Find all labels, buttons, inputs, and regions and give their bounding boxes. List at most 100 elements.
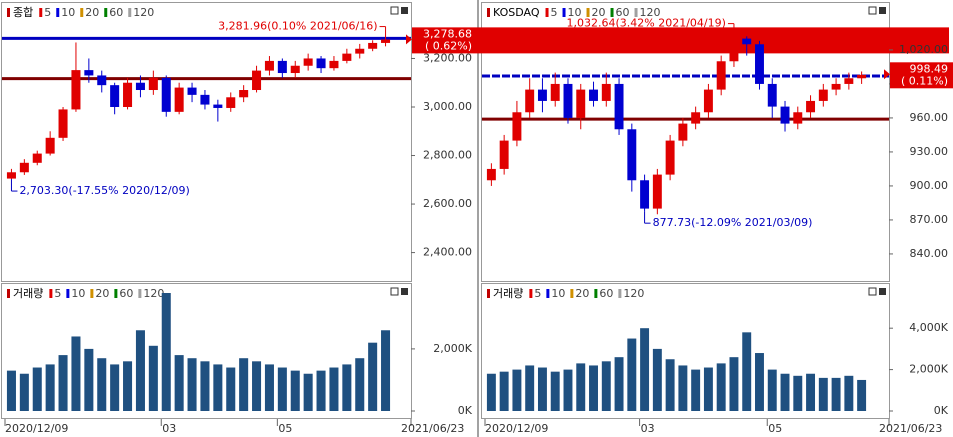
legend-swatch [487,8,490,17]
legend-swatch [114,289,118,298]
bar [806,373,816,411]
candle-body [640,180,650,209]
y-tick-label: 3,000.00 [423,100,472,113]
pane-button [390,6,399,15]
annotation: 2,703.30(-17.55% 2020/12/09) [19,184,189,197]
candle-body [857,74,867,79]
candle-body [6,172,16,179]
candle-body [200,94,210,105]
legend-swatch [138,289,142,298]
bar [486,373,496,411]
candle-body [368,42,378,49]
bar [187,358,197,411]
legend-label: 60 [119,287,133,300]
bar [342,364,352,411]
y-tick-label: 960.00 [910,111,949,124]
bar [32,367,42,411]
bar [368,342,378,411]
legend-swatch [618,289,622,298]
candle-body [537,89,547,101]
candle-body [831,83,841,90]
bar [703,367,713,411]
candle-body [329,60,339,69]
bar [316,370,326,411]
candle-body [703,89,713,113]
candle-body [742,38,752,45]
legend-label: 5 [551,6,558,19]
legend-swatch [80,8,84,17]
x-tick-label: 2020/12/09 [485,422,548,435]
candle-body [614,83,624,130]
legend-label: 120 [623,287,644,300]
bar [226,367,236,411]
x-tick-label: 03 [641,422,655,435]
legend-swatch [56,8,60,17]
bar [780,373,790,411]
candle-body [135,82,145,91]
legend-label: 60 [616,6,630,19]
legend-label: 20 [85,6,99,19]
current-change: ( 0.62%) [425,39,472,52]
candle-body [123,82,133,107]
bar [678,365,688,411]
bar [767,369,777,411]
candle-body [97,75,107,86]
bar [252,361,262,411]
bar [537,367,547,411]
bar [110,364,120,411]
legend-swatch [7,8,10,17]
candle-body [252,70,262,91]
pane-frame [1,283,412,419]
bar [755,353,764,411]
legend-swatch [104,8,108,17]
legend-label: 10 [568,6,582,19]
candle-body [818,89,828,101]
legend-label: 10 [61,6,75,19]
candle-body [755,44,764,84]
candle-body [110,85,120,107]
bar [290,370,300,411]
bar [161,293,171,411]
candle-body [601,83,611,101]
bar [329,367,339,411]
candle-body [277,60,287,74]
candle-body [148,77,158,91]
candle-body [550,83,560,101]
y-tick-label: 930.00 [910,145,949,158]
candle-body [342,53,352,61]
legend-title: KOSDAQ [493,6,540,19]
bar [589,365,598,411]
legend-label: 120 [133,6,154,19]
bar [381,330,391,411]
x-tick-label: 05 [278,422,292,435]
candle-body [486,168,496,181]
bar [174,355,184,411]
candle-body [71,70,81,110]
bar [239,358,249,411]
bar [277,367,287,411]
bar [716,363,726,411]
candle-body [161,77,171,112]
legend-label: 10 [71,287,85,300]
legend-label: 5 [54,287,61,300]
candle-body [780,106,790,124]
pane-button [401,288,408,295]
y-tick-label: 2,000K [433,342,472,355]
legend-swatch [546,289,550,298]
bar [148,345,158,411]
legend-swatch [634,8,638,17]
legend-label: 5 [534,287,541,300]
bar [200,361,210,411]
bar [640,328,650,411]
current-price: 998.49 [910,62,949,75]
candle-body [563,83,573,118]
y-tick-label: 2,000K [909,363,948,376]
x-tick-label: 2021/06/23 [401,422,464,435]
candle-body [226,97,236,108]
legend-title: 종합 [13,6,33,19]
bar [550,371,560,411]
candle-body [239,90,249,98]
pane-button [390,287,399,296]
candle-body [316,58,326,69]
